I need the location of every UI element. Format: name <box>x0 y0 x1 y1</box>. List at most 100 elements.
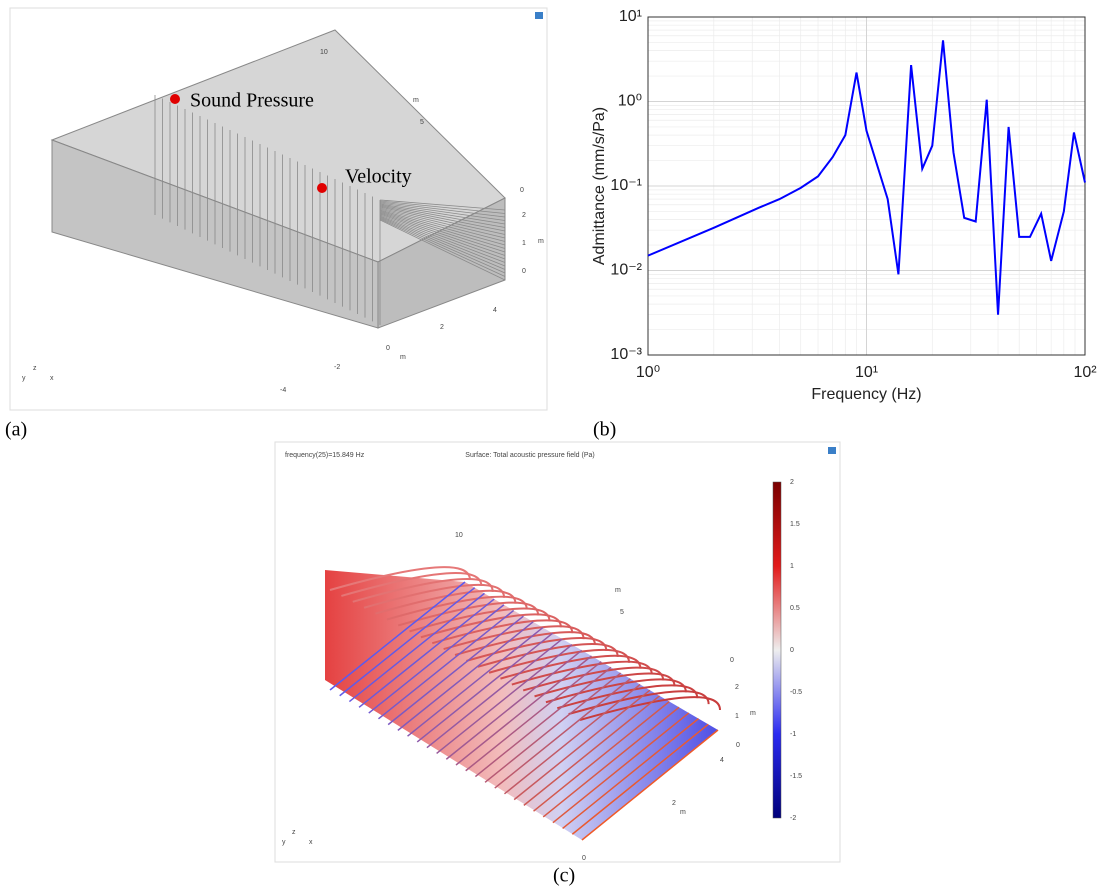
y-tick-label: 10⁻¹ <box>610 177 642 194</box>
panel-label: (b) <box>593 419 616 441</box>
colorbar-tick: 0 <box>790 647 794 654</box>
axis-text: 5 <box>620 609 624 616</box>
axis-text: 5 <box>420 119 424 126</box>
colorbar-tick: 0.5 <box>790 605 800 612</box>
rib <box>445 649 583 760</box>
axis-text: 2 <box>735 684 739 691</box>
rib <box>379 210 506 249</box>
rib <box>379 214 506 263</box>
axis-text: 0 <box>522 268 526 275</box>
axis-text: 2 <box>440 324 444 331</box>
axis-text: m <box>615 587 621 594</box>
rib <box>484 672 622 783</box>
rib <box>368 604 505 714</box>
rib <box>407 626 544 737</box>
rib <box>348 592 485 703</box>
plot-frame <box>647 16 1086 356</box>
axis-text: m <box>538 238 544 245</box>
axis-text: m <box>400 354 406 361</box>
triad-label: y <box>282 839 286 846</box>
rib <box>379 215 506 267</box>
x-tick-label: 10² <box>1073 364 1097 381</box>
x-tick-label: 10¹ <box>855 364 878 381</box>
axis-text: -2 <box>334 364 340 371</box>
axis-text: 1 <box>735 713 739 720</box>
axis-text: 1 <box>522 240 526 247</box>
colorbar <box>772 481 782 819</box>
rib <box>379 217 506 274</box>
rib <box>379 199 506 211</box>
rib <box>416 632 554 743</box>
axis-text: -4 <box>280 387 286 394</box>
rib <box>379 216 506 270</box>
rib <box>379 201 506 218</box>
beam <box>579 696 721 721</box>
rib <box>455 655 592 766</box>
rib <box>379 211 506 253</box>
rib <box>533 700 670 812</box>
axis-text: 2 <box>522 212 526 219</box>
rib <box>562 718 700 830</box>
y-tick-label: 10⁻² <box>610 262 642 279</box>
rib <box>379 204 506 228</box>
rib <box>379 205 506 232</box>
axis-text: m <box>680 809 686 816</box>
rib <box>513 689 651 801</box>
marker <box>170 94 180 104</box>
triad-label: z <box>292 829 296 836</box>
marker <box>317 183 327 193</box>
colorbar-tick: -1 <box>790 731 796 738</box>
axis-text: 0 <box>736 742 740 749</box>
panel-label: (c) <box>553 865 575 887</box>
rib <box>542 706 680 818</box>
axis-text: 0 <box>582 855 586 862</box>
axis-text: 2 <box>672 800 676 807</box>
x-tick-label: 10⁰ <box>636 364 660 381</box>
rib <box>581 729 719 841</box>
icon <box>828 447 836 454</box>
axis-text: 10 <box>320 49 328 56</box>
rib <box>379 202 506 221</box>
rib <box>379 218 506 277</box>
chart: 10⁰ 10¹ 10² 10⁻³ 10⁻² 10⁻¹ 10⁰ 10¹ Frequency (Hz… <box>591 8 1097 440</box>
rib <box>379 208 506 242</box>
axis-text: 0 <box>386 345 390 352</box>
rib <box>358 598 495 708</box>
rib <box>379 203 506 225</box>
axis-text: m <box>413 97 419 104</box>
rib <box>379 206 506 235</box>
axis-text: 10 <box>455 532 463 539</box>
rib <box>503 683 641 795</box>
header: frequency(25)=15.849 Hz <box>285 452 365 459</box>
rib <box>523 695 661 806</box>
annotation: Sound Pressure <box>190 90 314 112</box>
colorbar-tick: -1.5 <box>790 773 802 780</box>
annotation: Velocity <box>345 166 412 188</box>
axis-text: 4 <box>493 307 497 314</box>
rib <box>379 200 506 214</box>
panel-a: Sound Pressure Velocity 10 m 5 0 2 1 m 0 4 2 0 m -2 -… <box>5 7 548 441</box>
panel-label: (a) <box>5 419 27 441</box>
axis-text: m <box>750 710 756 717</box>
rib <box>426 638 563 749</box>
header: Surface: Total acoustic pressure field (… <box>465 452 594 459</box>
y-axis-label: Admittance (mm/s/Pa) <box>591 107 608 265</box>
rib <box>379 207 506 239</box>
rib <box>379 219 506 281</box>
x-axis-label: Frequency (Hz) <box>811 386 921 403</box>
y-tick-label: 10¹ <box>619 8 642 25</box>
axis-text: 0 <box>520 187 524 194</box>
rib <box>379 212 506 256</box>
triad-label: x <box>50 375 54 382</box>
colorbar-tick: 1 <box>790 563 794 570</box>
rib <box>474 666 612 778</box>
colorbar-tick: 1.5 <box>790 521 800 528</box>
colorbar-tick: -2 <box>790 815 796 822</box>
axis-text: 0 <box>730 657 734 664</box>
rib <box>552 712 690 824</box>
triad-label: x <box>309 839 313 846</box>
colorbar-tick: -0.5 <box>790 689 802 696</box>
rib <box>377 609 515 720</box>
triad-label: z <box>33 365 37 372</box>
